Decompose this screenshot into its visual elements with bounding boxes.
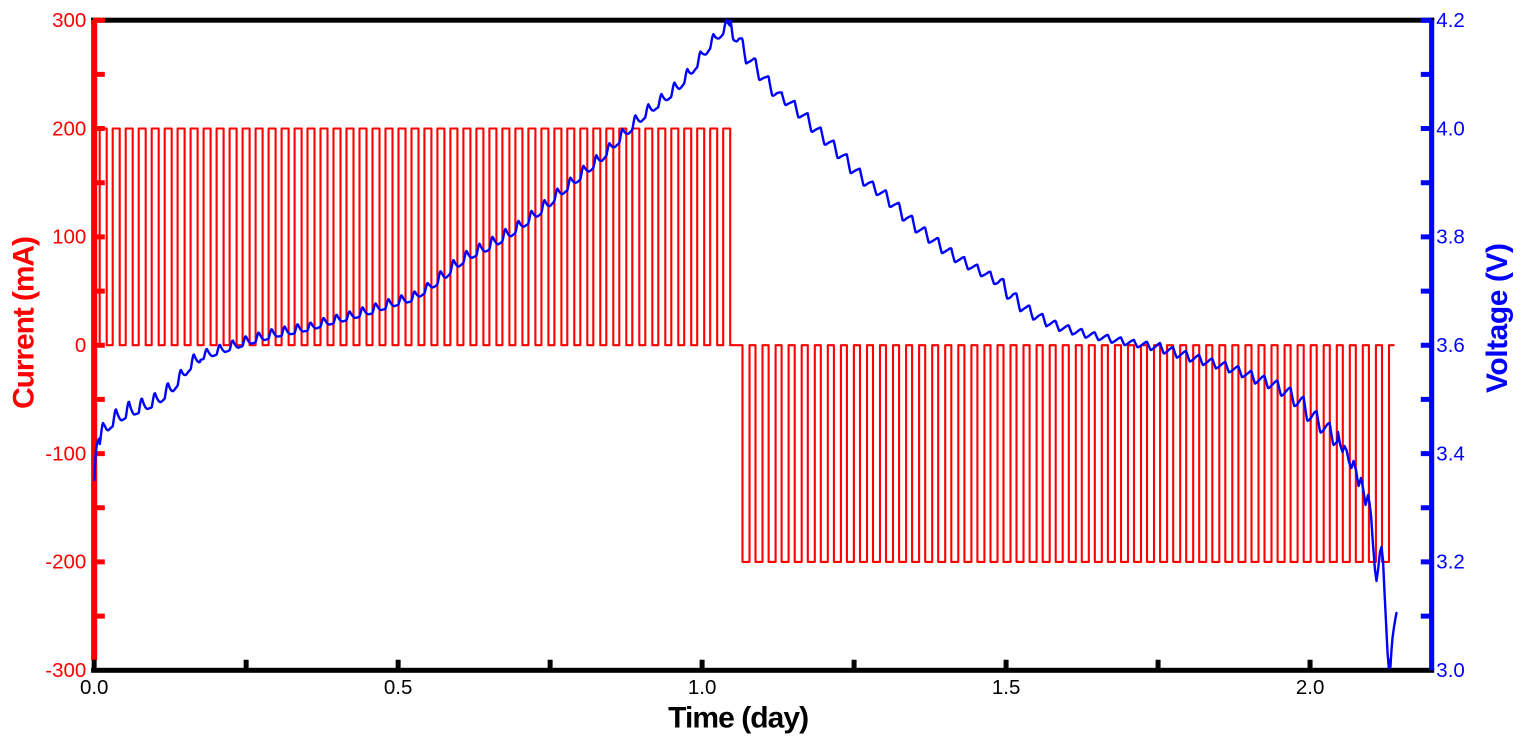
svg-text:Voltage (V): Voltage (V) (1481, 243, 1514, 393)
svg-text:1.5: 1.5 (992, 676, 1021, 699)
svg-text:1.0: 1.0 (688, 676, 717, 699)
svg-text:3.8: 3.8 (1436, 226, 1465, 249)
svg-text:0.5: 0.5 (384, 676, 413, 699)
svg-text:3.6: 3.6 (1436, 334, 1465, 357)
svg-text:Current (mA): Current (mA) (7, 236, 40, 409)
svg-text:100: 100 (52, 226, 86, 249)
svg-text:4.0: 4.0 (1436, 117, 1465, 140)
svg-text:3.2: 3.2 (1436, 551, 1465, 574)
svg-text:0: 0 (75, 334, 86, 357)
svg-text:-300: -300 (45, 659, 86, 682)
svg-text:3.0: 3.0 (1436, 659, 1465, 682)
svg-text:-100: -100 (45, 442, 86, 465)
svg-text:0.0: 0.0 (80, 676, 109, 699)
svg-text:300: 300 (52, 9, 86, 32)
svg-text:4.2: 4.2 (1436, 9, 1465, 32)
svg-text:3.4: 3.4 (1436, 442, 1465, 465)
svg-text:2.0: 2.0 (1296, 676, 1325, 699)
svg-text:Time (day): Time (day) (668, 702, 809, 735)
svg-text:200: 200 (52, 117, 86, 140)
svg-text:-200: -200 (45, 551, 86, 574)
